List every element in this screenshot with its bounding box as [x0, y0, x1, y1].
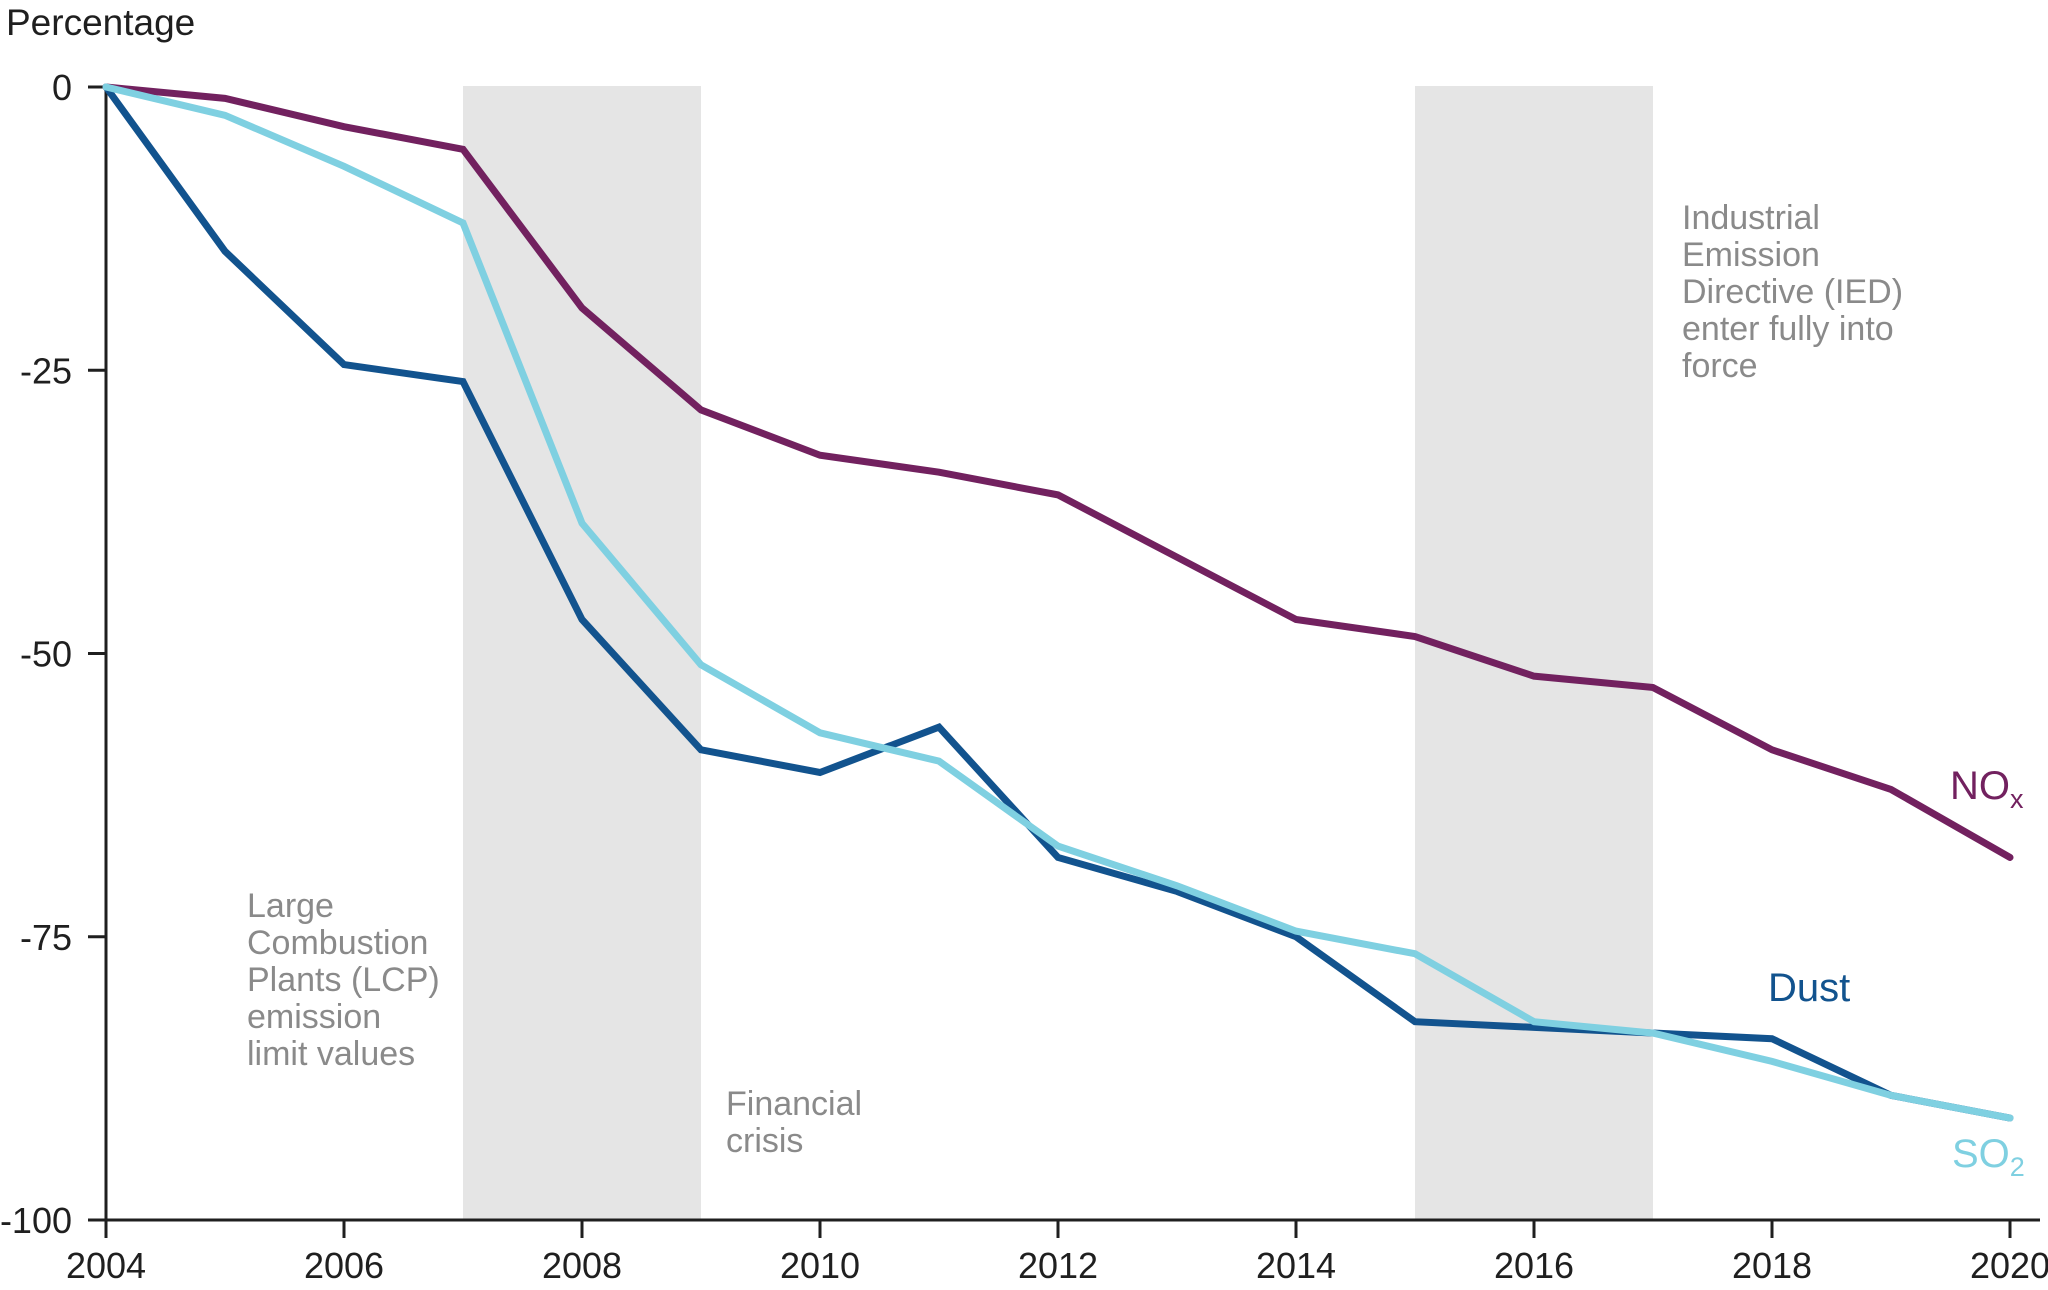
series-label-nox: NOx	[1950, 764, 2024, 813]
y-tick-label: -50	[20, 634, 72, 675]
x-tick-label: 2020	[1970, 1245, 2048, 1286]
series-label-dust: Dust	[1768, 966, 1850, 1011]
annotation-ied-into-force: Industrial Emission Directive (IED) ente…	[1682, 199, 1904, 385]
x-tick-label: 2016	[1494, 1245, 1574, 1286]
series-label-so2: SO2	[1952, 1132, 2025, 1181]
y-tick-label: -75	[20, 917, 72, 958]
shaded-region-2007-2009	[463, 86, 701, 1220]
x-tick-label: 2012	[1018, 1245, 1098, 1286]
x-tick-label: 2006	[304, 1245, 384, 1286]
annotation-lcp-emission-limits: Large Combustion Plants (LCP) emission l…	[247, 887, 440, 1073]
annotation-financial-crisis: Financial crisis	[726, 1085, 863, 1160]
series-label-dust-text: Dust	[1768, 966, 1851, 1010]
x-tick-label: 2004	[66, 1245, 146, 1286]
x-tick-label: 2014	[1256, 1245, 1336, 1286]
x-tick-label: 2008	[542, 1245, 622, 1286]
series-label-so2-text: SO	[1952, 1132, 2010, 1176]
series-label-so2-subscript: 2	[2009, 1152, 2025, 1182]
x-tick-label: 2010	[780, 1245, 860, 1286]
series-line-so2	[102, 83, 2014, 1122]
y-axis-title: Percentage	[6, 2, 196, 43]
y-tick-label: -25	[20, 350, 72, 391]
x-tick-label: 2018	[1732, 1245, 1812, 1286]
shaded-region-2015-2017	[1415, 86, 1653, 1220]
series-line-nox	[102, 83, 2014, 861]
y-tick-label: -100	[0, 1200, 72, 1241]
series-line-dust	[102, 83, 2014, 1122]
y-tick-label: 0	[52, 67, 72, 108]
series-label-nox-text: NO	[1950, 764, 2010, 808]
series-label-nox-subscript: x	[2010, 784, 2024, 814]
